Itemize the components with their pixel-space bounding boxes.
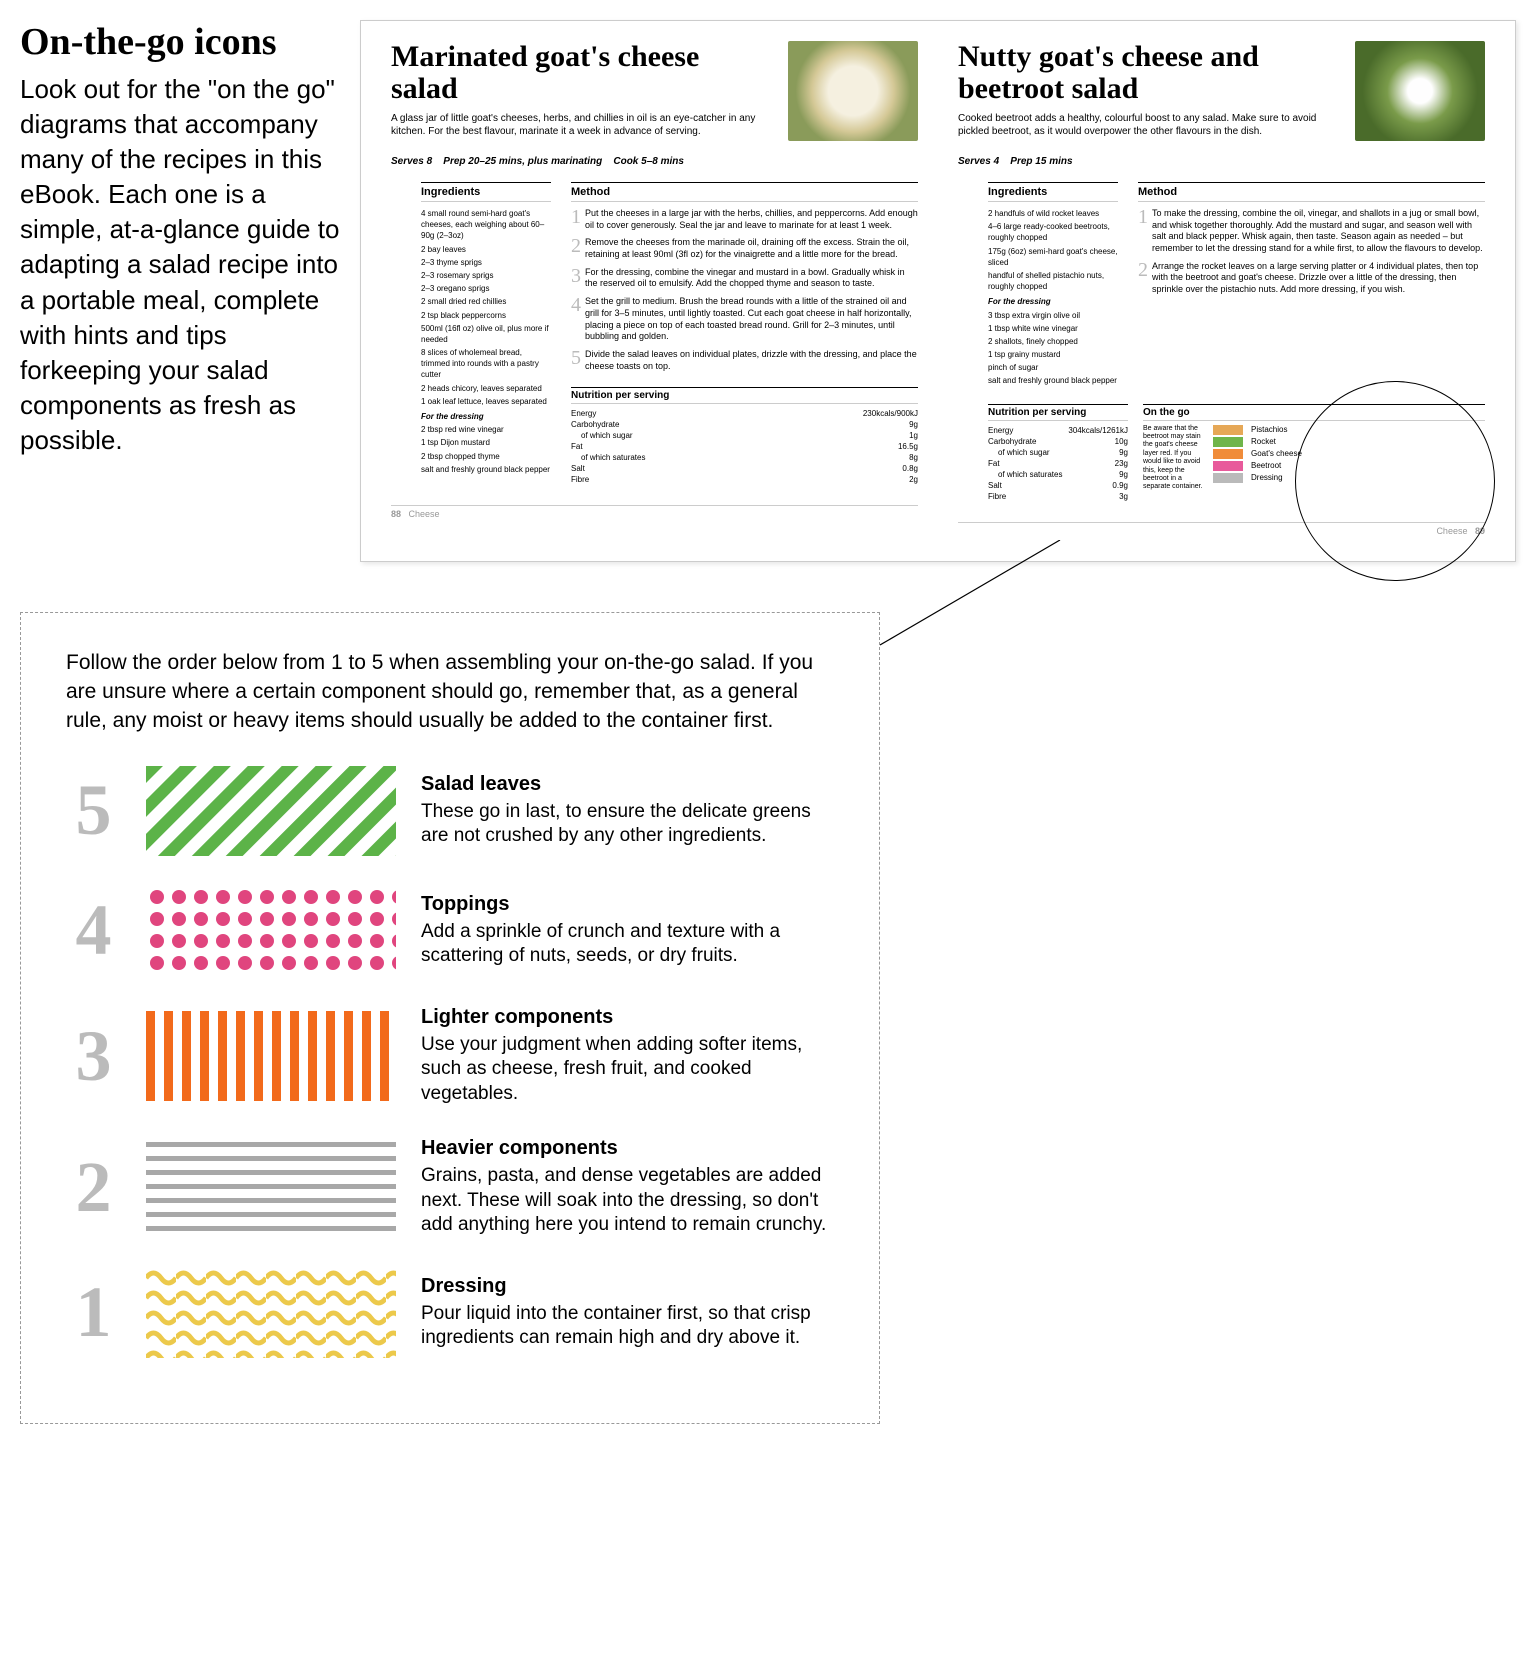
book-spread: Marinated goat's cheese salad A glass ja… (360, 20, 1516, 562)
layer-pattern-icon (146, 1011, 396, 1101)
recipe-photo (1355, 41, 1485, 141)
intro-body: Look out for the "on the go" diagrams th… (20, 72, 340, 458)
ingredients-head: Ingredients (421, 182, 551, 202)
layer-row: 2 Heavier components Grains, pasta, and de… (66, 1137, 834, 1238)
layer-desc: Add a sprinkle of crunch and texture wit… (421, 920, 834, 969)
recipe-title: Nutty goat's cheese and beetroot salad (958, 41, 1340, 104)
method-head: Method (571, 182, 918, 202)
layer-desc: Grains, pasta, and dense vegetables are … (421, 1164, 834, 1238)
layer-title: Dressing (421, 1275, 834, 1298)
guide-intro: Follow the order below from 1 to 5 when … (66, 648, 834, 736)
recipe-desc: Cooked beetroot adds a healthy, colourfu… (958, 112, 1340, 138)
layer-row: 3 Lighter components Use your judgment whe… (66, 1006, 834, 1107)
layer-pattern-icon (146, 1142, 396, 1232)
layer-title: Toppings (421, 893, 834, 916)
layer-desc: Use your judgment when adding softer ite… (421, 1033, 834, 1107)
layer-pattern-icon (146, 1268, 396, 1358)
layer-pattern-icon (146, 886, 396, 976)
ingredients-list: 4 small round semi-hard goat's cheeses, … (421, 208, 551, 407)
layer-number: 1 (66, 1271, 121, 1354)
intro-heading: On-the-go icons (20, 20, 340, 64)
recipe-desc: A glass jar of little goat's cheeses, he… (391, 112, 773, 138)
recipe-meta: Serves 8 Prep 20–25 mins, plus marinatin… (391, 156, 918, 167)
recipe-title: Marinated goat's cheese salad (391, 41, 773, 104)
layer-row: 1 Dressing Pour liquid into the container … (66, 1268, 834, 1358)
layer-title: Salad leaves (421, 773, 834, 796)
on-the-go-block: On the go Be aware that the beetroot may… (1143, 404, 1485, 502)
recipe-page-left: Marinated goat's cheese salad A glass ja… (391, 41, 918, 536)
recipe-photo (788, 41, 918, 141)
layer-number: 2 (66, 1146, 121, 1229)
layer-pattern-icon (146, 766, 396, 856)
layer-row: 4 Toppings Add a sprinkle of crunch and te… (66, 886, 834, 976)
method-steps: 1Put the cheeses in a large jar with the… (571, 208, 918, 372)
recipe-meta: Serves 4 Prep 15 mins (958, 156, 1485, 167)
connector-line (880, 540, 1080, 660)
layer-title: Lighter components (421, 1006, 834, 1029)
intro-block: On-the-go icons Look out for the "on the… (20, 20, 340, 562)
layer-row: 5 Salad leaves These go in last, to ensure… (66, 766, 834, 856)
layer-title: Heavier components (421, 1137, 834, 1160)
recipe-page-right: Nutty goat's cheese and beetroot salad C… (958, 41, 1485, 536)
layer-number: 3 (66, 1015, 121, 1098)
guide-layers: 5 Salad leaves These go in last, to ensure… (66, 766, 834, 1358)
guide-box: Follow the order below from 1 to 5 when … (20, 612, 880, 1424)
layer-desc: Pour liquid into the container first, so… (421, 1302, 834, 1351)
layer-number: 5 (66, 769, 121, 852)
layer-desc: These go in last, to ensure the delicate… (421, 800, 834, 849)
layer-number: 4 (66, 889, 121, 972)
